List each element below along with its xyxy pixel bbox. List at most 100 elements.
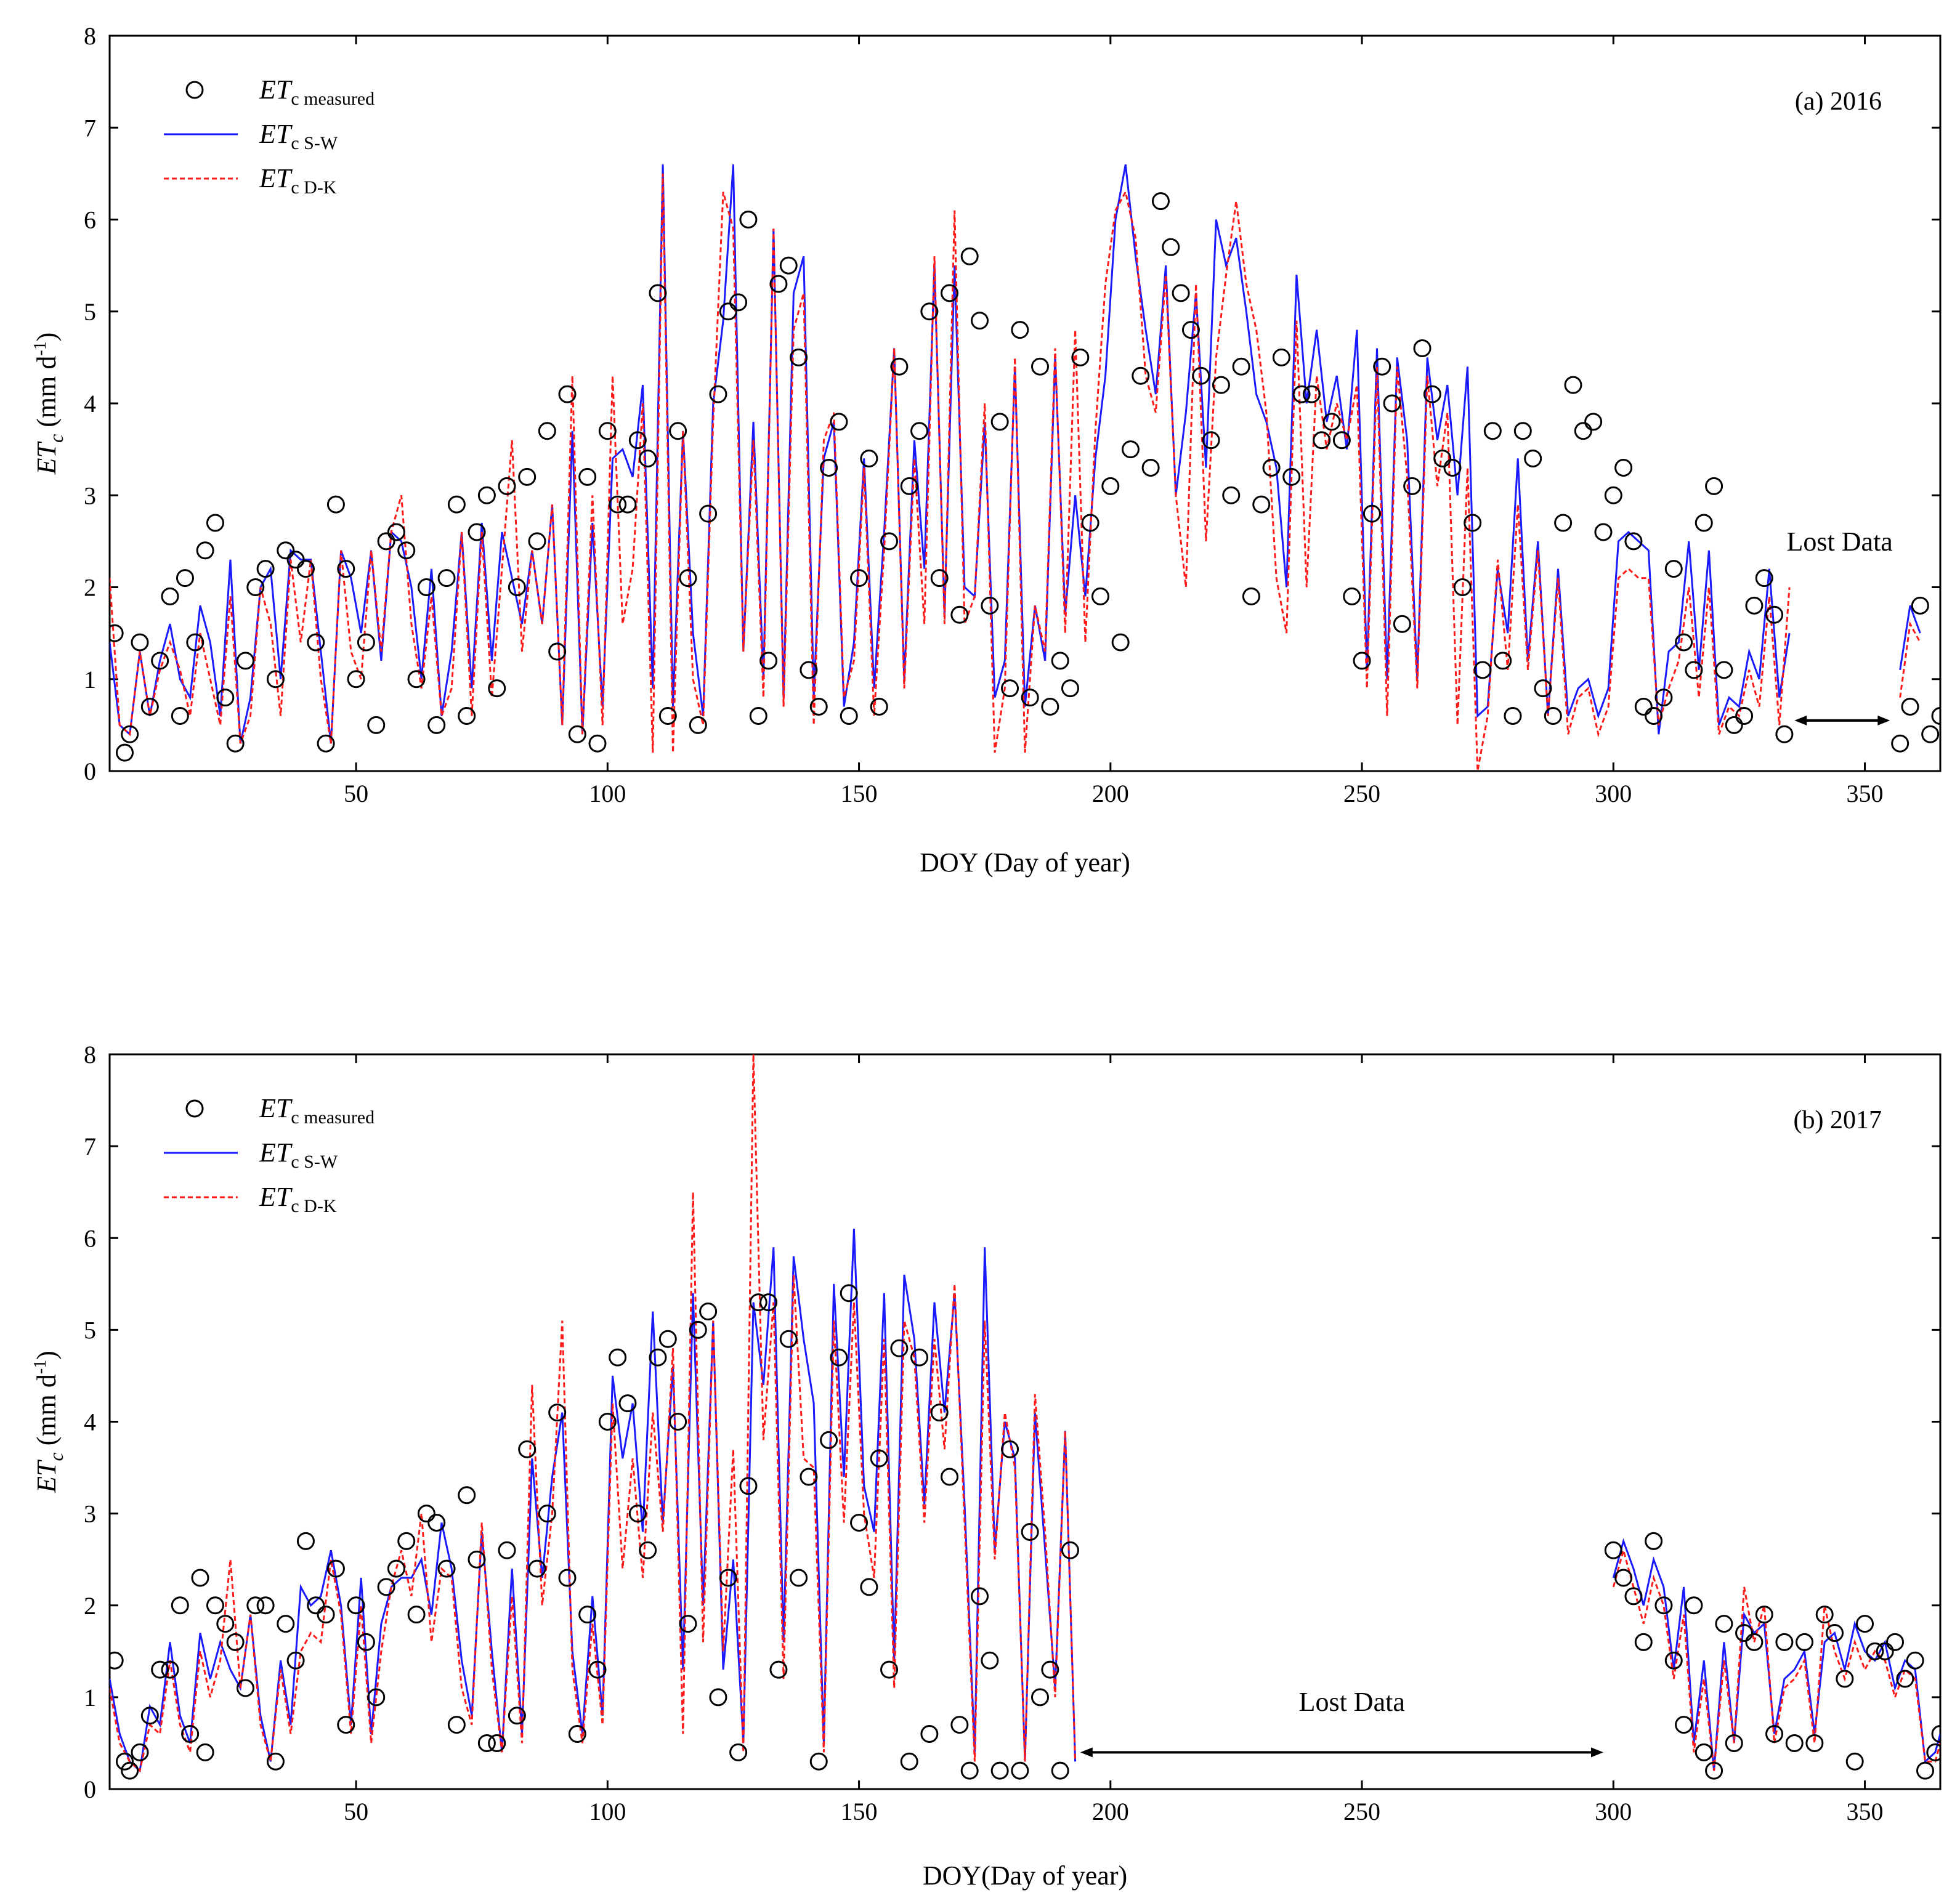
b-measured-point	[307, 1596, 325, 1615]
a-measured-point	[1031, 357, 1049, 376]
b-measured-point	[900, 1752, 918, 1771]
b-measured-point	[749, 1293, 767, 1312]
a-y-axis-title: ETc (mm d-1)	[31, 333, 67, 475]
a-measured-point	[1373, 357, 1391, 376]
a-measured-point	[1313, 431, 1331, 450]
a-measured-point	[447, 495, 466, 514]
b-measured-point	[296, 1532, 315, 1550]
a-measured-point	[1041, 698, 1059, 716]
b-measured-point	[518, 1440, 537, 1458]
b-measured-point	[669, 1413, 687, 1431]
b-measured-point	[1051, 1761, 1069, 1780]
a-measured-point	[990, 413, 1009, 431]
b-measured-point	[880, 1660, 899, 1679]
b-measured-point	[427, 1514, 446, 1532]
b-measured-point	[1856, 1615, 1874, 1633]
a-measured-point	[658, 706, 677, 725]
b-x-tick-label: 300	[1595, 1798, 1632, 1825]
b-x-tick-label: 350	[1847, 1798, 1884, 1825]
a-y-tick-label: 3	[84, 482, 96, 509]
a-measured-point	[1101, 477, 1120, 495]
a-measured-point	[1091, 587, 1109, 605]
b-measured-point	[1876, 1642, 1894, 1660]
b-measured-point	[930, 1404, 949, 1422]
a-measured-point	[1252, 495, 1271, 514]
b-measured-point	[850, 1514, 869, 1532]
a-measured-point	[367, 716, 386, 734]
b-measured-point	[1815, 1606, 1834, 1624]
b-measured-point	[830, 1348, 848, 1367]
a-measured-point	[1192, 366, 1210, 385]
b-measured-point	[277, 1615, 295, 1633]
a-measured-point	[131, 633, 149, 652]
a-measured-point	[387, 523, 405, 541]
a-measured-point	[477, 486, 496, 504]
a-measured-point	[1483, 422, 1502, 440]
b-measured-point	[337, 1716, 355, 1734]
a-measured-point	[317, 734, 335, 753]
b-measured-point	[1031, 1688, 1049, 1707]
b-measured-point	[326, 1559, 345, 1578]
a-measured-point	[759, 652, 778, 670]
a-measured-point	[618, 495, 637, 514]
a-measured-point	[337, 560, 355, 578]
b-measured-point	[960, 1761, 979, 1780]
b-y-tick-label: 1	[84, 1684, 96, 1711]
a-x-tick-label: 350	[1847, 780, 1884, 807]
b-legend-label: ETc D-K	[259, 1182, 337, 1216]
a-measured-point	[1473, 661, 1492, 679]
b-measured-point	[468, 1550, 486, 1569]
a-measured-point	[161, 587, 179, 605]
a-measured-point	[1504, 706, 1522, 725]
a-measured-point	[1151, 192, 1170, 211]
b-measured-point	[971, 1587, 989, 1606]
a-legend-marker-measured	[185, 81, 204, 99]
a-measured-point	[930, 569, 949, 588]
b-measured-point	[658, 1330, 677, 1348]
a-measured-point	[266, 670, 285, 689]
a-legend-label: ETc S-W	[259, 119, 338, 153]
b-measured-point	[1755, 1606, 1773, 1624]
b-y-axis-sup: -1	[31, 1360, 50, 1374]
b-measured-point	[779, 1330, 798, 1348]
a-y-tick-label: 7	[84, 114, 96, 142]
a-measured-point	[115, 743, 134, 762]
a-measured-point	[779, 256, 798, 275]
b-measured-point	[1685, 1596, 1703, 1615]
b-measured-point	[1021, 1522, 1039, 1541]
b-measured-point	[990, 1761, 1009, 1780]
a-measured-point	[1242, 587, 1260, 605]
b-legend-label: ETc measured	[259, 1093, 375, 1128]
a-measured-point	[860, 450, 878, 468]
a-measured-point	[1071, 348, 1090, 366]
a-y-tick-label: 8	[84, 22, 96, 50]
a-measured-point	[437, 569, 456, 588]
a-measured-point	[1775, 725, 1794, 743]
b-measured-point	[477, 1734, 496, 1752]
a-measured-point	[1111, 633, 1130, 652]
a-measured-point	[639, 450, 657, 468]
b-plot-area	[110, 1054, 1940, 1780]
a-measured-point	[1911, 596, 1929, 615]
a-measured-point	[981, 596, 999, 615]
b-measured-point	[256, 1596, 275, 1615]
b-measured-point	[387, 1559, 405, 1578]
a-measured-point	[941, 284, 959, 302]
a-measured-point	[1121, 440, 1140, 459]
a-measured-point	[950, 605, 969, 624]
a-measured-point	[699, 504, 718, 523]
a-measured-point	[920, 302, 939, 321]
b-y-axis-et: ET	[31, 1459, 62, 1493]
b-measured-point	[1866, 1642, 1884, 1660]
b-measured-point	[191, 1569, 209, 1587]
a-measured-point	[1464, 514, 1482, 532]
a-measured-point	[790, 348, 808, 366]
a-lost-arrow-left-head	[1794, 715, 1807, 725]
b-measured-point	[1705, 1761, 1723, 1780]
a-measured-point	[226, 734, 245, 753]
a-measured-point	[1162, 238, 1180, 256]
a-measured-point	[1453, 578, 1472, 596]
a-measured-point	[598, 422, 617, 440]
b-measured-point	[1836, 1670, 1854, 1688]
b-legend-sub: c D-K	[291, 1196, 336, 1216]
